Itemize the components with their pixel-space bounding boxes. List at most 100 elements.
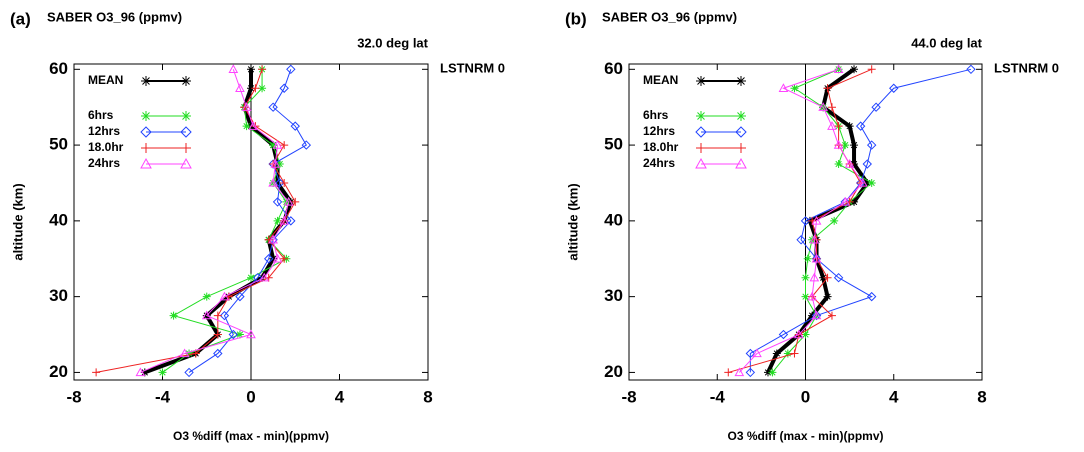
legend-label: 6hrs [88, 108, 114, 122]
data-point [269, 141, 278, 150]
legend-marker [181, 111, 191, 121]
data-point [290, 121, 300, 131]
data-point [248, 121, 259, 130]
legend-marker [695, 157, 707, 169]
series-line [738, 68, 864, 373]
legend-label: MEAN [88, 73, 123, 87]
data-point [783, 349, 792, 358]
data-point [228, 64, 239, 74]
data-point [811, 310, 822, 320]
data-point [268, 102, 278, 112]
data-point [823, 292, 832, 301]
data-point [823, 84, 832, 93]
data-point [92, 368, 101, 377]
data-point [201, 310, 212, 320]
data-point [811, 253, 822, 263]
data-point [235, 291, 245, 302]
x-tick-label: 0 [801, 387, 810, 406]
series-line [766, 67, 870, 374]
series-line [749, 68, 972, 373]
data-point [840, 196, 851, 206]
y-tick-label: 20 [604, 362, 623, 381]
data-point [268, 235, 278, 245]
data-point [889, 83, 899, 93]
data-point [858, 177, 868, 187]
x-axis-label: O3 %diff (max - min)(ppmv) [727, 429, 883, 443]
data-point [855, 121, 866, 131]
data-point [247, 84, 255, 93]
data-point [213, 311, 222, 320]
data-point [219, 310, 230, 321]
data-point [752, 348, 762, 358]
data-point [867, 178, 876, 187]
data-point [263, 254, 274, 264]
legend-marker [141, 76, 151, 86]
data-point [258, 84, 267, 93]
data-point [834, 65, 843, 74]
data-point [778, 329, 789, 340]
series-line [140, 69, 290, 373]
data-point [866, 140, 877, 150]
data-point [768, 368, 777, 377]
data-point [800, 216, 811, 226]
y-axis-label: altitude (km) [10, 183, 25, 260]
data-point [235, 330, 244, 339]
x-tick-label: -4 [710, 387, 726, 406]
data-point [251, 84, 260, 93]
data-point [809, 272, 820, 282]
y-tick-label: 30 [49, 286, 68, 305]
series-line [188, 69, 307, 373]
data-point [202, 292, 211, 301]
series-line [162, 69, 288, 373]
data-point [213, 330, 222, 339]
panel: (a) SABER O3_96 (ppmv) 32.0 deg lat LSTNRM … [10, 9, 505, 443]
y-axis-label: altitude (km) [565, 183, 580, 260]
data-point [794, 329, 804, 339]
data-point [850, 160, 859, 169]
data-point [135, 367, 146, 377]
y-tick-label: 50 [49, 135, 68, 154]
legend-marker [180, 126, 192, 138]
annotation: LSTNRM 0 [440, 60, 505, 75]
data-point [833, 272, 844, 283]
data-point [273, 216, 282, 225]
data-point [801, 273, 810, 282]
legend-marker [181, 76, 191, 86]
data-point [803, 254, 812, 263]
legend-marker [696, 76, 706, 86]
legend-marker [696, 143, 706, 153]
data-point [275, 160, 284, 169]
data-point [807, 291, 817, 301]
data-point [827, 103, 836, 112]
data-point [279, 215, 290, 225]
y-tick-label: 60 [49, 59, 68, 78]
legend-marker [735, 126, 747, 138]
data-point [834, 160, 843, 169]
legend-marker [735, 157, 747, 169]
data-point [301, 140, 312, 150]
data-point [745, 367, 756, 378]
data-point [844, 158, 855, 168]
y-tick-label: 60 [604, 59, 623, 78]
legend-marker [695, 126, 707, 138]
data-point [862, 159, 872, 169]
data-point [272, 253, 283, 263]
x-tick-label: -8 [621, 387, 636, 406]
x-tick-label: 8 [977, 387, 986, 406]
data-point [280, 254, 289, 263]
x-axis-label: O3 %diff (max - min)(ppmv) [173, 429, 329, 443]
data-point [778, 83, 789, 92]
subtitle: 44.0 deg lat [911, 35, 982, 50]
legend-marker [141, 111, 151, 121]
y-tick-label: 40 [604, 210, 623, 229]
legend-marker [696, 111, 706, 121]
legend-label: 18.0hr [643, 140, 679, 154]
legend-marker [140, 126, 152, 138]
legend-label: 12hrs [88, 124, 120, 138]
data-point [247, 65, 255, 74]
data-point [830, 216, 839, 225]
legend-label: 12hrs [643, 124, 675, 138]
data-point [809, 234, 820, 244]
y-tick-label: 50 [604, 135, 623, 154]
data-point [834, 122, 843, 131]
